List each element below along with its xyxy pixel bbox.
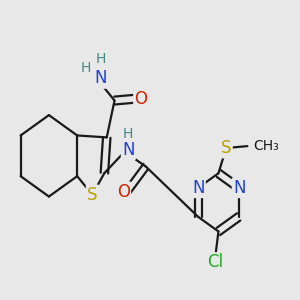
Text: O: O xyxy=(117,183,130,201)
Text: N: N xyxy=(122,141,135,159)
Text: N: N xyxy=(94,69,107,87)
Text: H: H xyxy=(122,127,133,141)
Text: N: N xyxy=(233,179,245,197)
Text: H: H xyxy=(95,52,106,66)
Text: S: S xyxy=(221,139,232,157)
Text: CH₃: CH₃ xyxy=(254,139,279,153)
Text: Cl: Cl xyxy=(207,254,224,272)
Text: O: O xyxy=(134,90,148,108)
Text: S: S xyxy=(87,186,98,204)
Text: N: N xyxy=(192,179,205,197)
Text: H: H xyxy=(80,61,91,75)
